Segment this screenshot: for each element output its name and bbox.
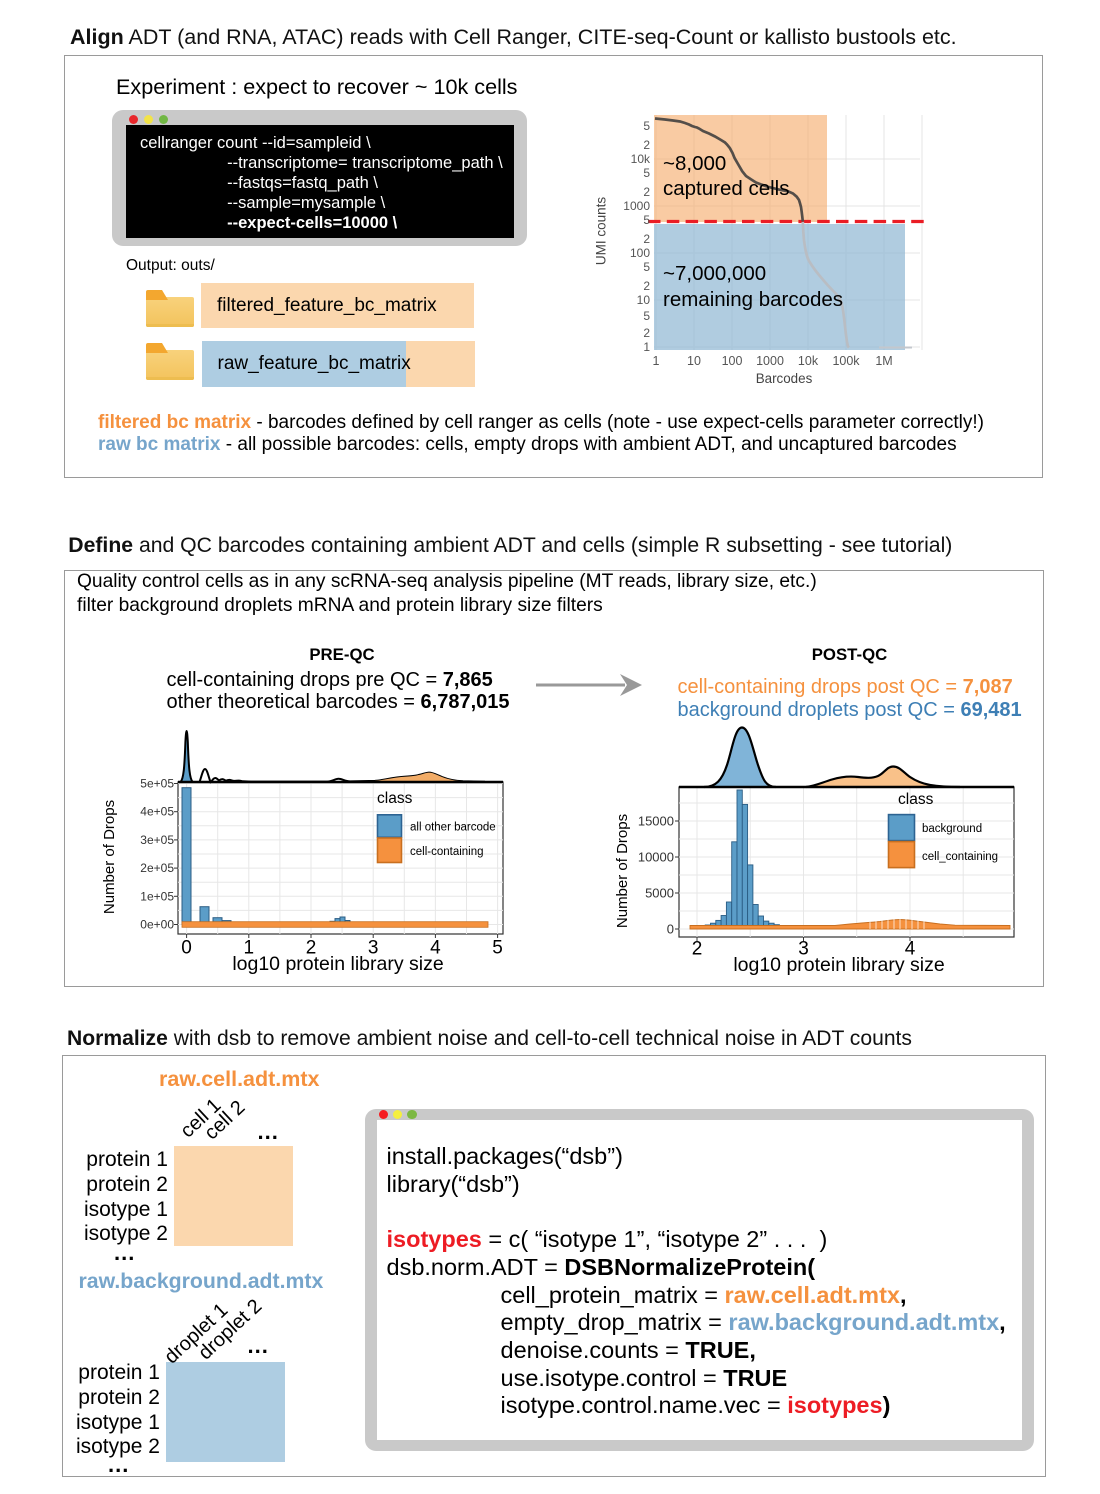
svg-text:Number of Drops: Number of Drops — [101, 800, 118, 914]
svg-text:4: 4 — [430, 938, 441, 959]
svg-text:100: 100 — [630, 246, 650, 260]
svg-text:class: class — [898, 791, 934, 808]
svg-text:remaining barcodes: remaining barcodes — [663, 288, 843, 311]
svg-text:UMI counts: UMI counts — [594, 197, 609, 266]
svg-text:10000: 10000 — [638, 850, 674, 865]
svg-text:log10 protein library size: log10 protein library size — [232, 953, 443, 975]
svg-text:4: 4 — [905, 939, 916, 960]
svg-text:10k: 10k — [798, 354, 819, 368]
svg-text:1: 1 — [244, 938, 255, 959]
svg-text:2: 2 — [306, 938, 317, 959]
svg-text:5: 5 — [643, 260, 650, 274]
svg-text:3: 3 — [798, 939, 809, 960]
svg-text:5: 5 — [643, 309, 650, 323]
svg-text:10k: 10k — [631, 152, 651, 166]
svg-text:1: 1 — [643, 340, 650, 354]
svg-text:1000: 1000 — [756, 354, 784, 368]
svg-text:10: 10 — [687, 354, 701, 368]
svg-text:1M: 1M — [875, 354, 892, 368]
svg-text:Barcodes: Barcodes — [756, 371, 813, 386]
svg-text:log10 protein library size: log10 protein library size — [733, 954, 944, 976]
svg-text:cell_containing: cell_containing — [922, 851, 998, 863]
svg-text:cell-containing: cell-containing — [410, 846, 484, 858]
svg-text:2: 2 — [643, 138, 650, 152]
svg-text:2: 2 — [643, 279, 650, 293]
svg-text:4e+05: 4e+05 — [140, 805, 174, 819]
svg-text:background: background — [922, 823, 982, 835]
svg-text:5: 5 — [643, 119, 650, 133]
svg-text:0: 0 — [667, 922, 674, 937]
svg-text:100k: 100k — [832, 354, 860, 368]
svg-text:captured cells: captured cells — [663, 177, 789, 200]
svg-text:2: 2 — [643, 326, 650, 340]
svg-text:5e+05: 5e+05 — [140, 777, 174, 791]
svg-text:2: 2 — [692, 939, 703, 960]
svg-text:15000: 15000 — [638, 814, 674, 829]
svg-text:5000: 5000 — [645, 886, 674, 901]
svg-text:5: 5 — [643, 213, 650, 227]
svg-text:~7,000,000: ~7,000,000 — [663, 262, 766, 285]
svg-text:5: 5 — [643, 166, 650, 180]
svg-text:10: 10 — [637, 293, 651, 307]
svg-text:Number of Drops: Number of Drops — [614, 814, 631, 928]
svg-text:2: 2 — [643, 185, 650, 199]
svg-text:1: 1 — [653, 354, 660, 368]
svg-text:1000: 1000 — [623, 199, 650, 213]
svg-text:1e+05: 1e+05 — [140, 889, 174, 903]
svg-text:2e+05: 2e+05 — [140, 861, 174, 875]
svg-text:2: 2 — [643, 232, 650, 246]
svg-text:100: 100 — [722, 354, 743, 368]
svg-text:3: 3 — [368, 938, 379, 959]
svg-text:~8,000: ~8,000 — [663, 152, 726, 175]
svg-text:class: class — [377, 790, 413, 807]
svg-text:0e+00: 0e+00 — [140, 918, 174, 932]
svg-text:3e+05: 3e+05 — [140, 833, 174, 847]
svg-text:0: 0 — [181, 938, 192, 959]
svg-text:5: 5 — [492, 938, 503, 959]
svg-text:all other barcode: all other barcode — [410, 822, 496, 834]
